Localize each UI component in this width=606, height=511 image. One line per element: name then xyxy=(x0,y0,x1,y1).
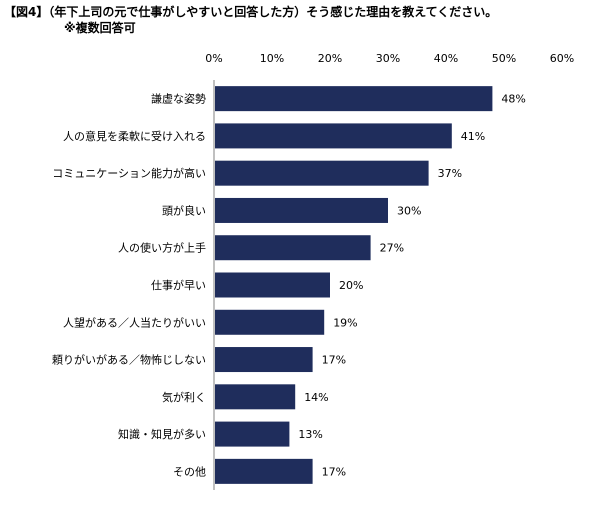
value-label: 30% xyxy=(397,204,421,217)
category-label: コミュニケーション能力が高い xyxy=(52,166,206,180)
bar xyxy=(215,309,325,335)
bar xyxy=(215,86,493,112)
value-label: 13% xyxy=(298,428,322,441)
x-tick-label: 0% xyxy=(205,52,222,65)
category-label: 頭が良い xyxy=(162,203,206,217)
x-tick-label: 40% xyxy=(434,52,458,65)
bar xyxy=(215,123,452,149)
category-label: 人の使い方が上手 xyxy=(118,241,206,255)
value-label: 37% xyxy=(438,167,462,180)
x-tick-label: 20% xyxy=(318,52,342,65)
x-tick-label: 50% xyxy=(492,52,516,65)
x-tick-label: 60% xyxy=(550,52,574,65)
value-label: 20% xyxy=(339,279,363,292)
value-label: 41% xyxy=(461,130,485,143)
value-label: 17% xyxy=(322,465,346,478)
chart-title-note: ※複数回答可 xyxy=(64,21,136,35)
chart-title: 【図4】（年下上司の元で仕事がしやすいと回答した方）そう感じた理由を教えてくださ… xyxy=(4,4,497,36)
bar xyxy=(215,421,290,447)
value-label: 48% xyxy=(501,93,525,106)
value-label: 27% xyxy=(380,242,404,255)
x-tick-label: 10% xyxy=(260,52,284,65)
bar xyxy=(215,458,313,484)
category-label: 頼りがいがある／物怖じしない xyxy=(52,353,206,367)
category-label: 知識・知見が多い xyxy=(118,427,206,441)
category-label: 人望がある／人当たりがいい xyxy=(63,315,206,329)
category-label: 謙虚な姿勢 xyxy=(151,92,206,106)
bar xyxy=(215,347,313,373)
bar xyxy=(215,384,296,410)
bar xyxy=(215,235,371,261)
chart-title-main: 【図4】（年下上司の元で仕事がしやすいと回答した方）そう感じた理由を教えてくださ… xyxy=(4,5,498,19)
category-label: 気が利く xyxy=(162,390,206,404)
value-label: 17% xyxy=(322,354,346,367)
category-label: その他 xyxy=(173,465,206,478)
value-label: 19% xyxy=(333,316,357,329)
category-label: 人の意見を柔軟に受け入れる xyxy=(63,129,206,143)
bar xyxy=(215,160,429,186)
bar xyxy=(215,272,330,298)
x-tick-label: 30% xyxy=(376,52,400,65)
category-label: 仕事が早い xyxy=(151,278,206,292)
value-label: 14% xyxy=(304,391,328,404)
bar xyxy=(215,197,388,223)
